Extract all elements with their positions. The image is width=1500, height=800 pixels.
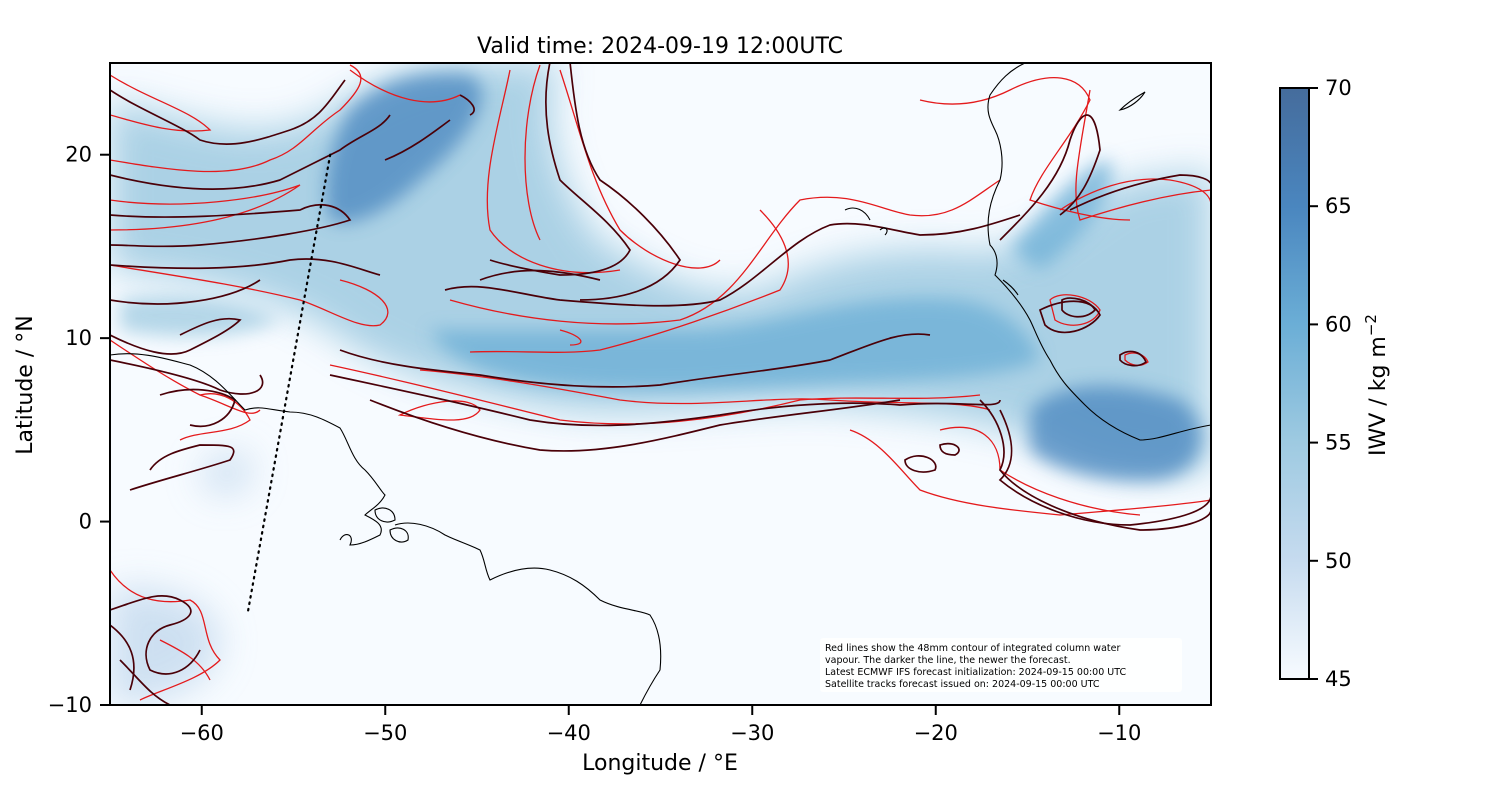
colorbar: 45 50 55 60 65 70 IWV / kg m−2 — [1279, 76, 1391, 691]
note-line-2: vapour. The darker the line, the newer t… — [825, 655, 1071, 666]
y-tick-label: 10 — [65, 326, 92, 350]
y-tick-label: 0 — [79, 510, 92, 534]
colorbar-ticks: 45 50 55 60 65 70 — [1309, 76, 1352, 691]
note-line-3: Latest ECMWF IFS forecast initialization… — [825, 667, 1126, 678]
colorbar-label-exponent: −2 — [1362, 314, 1380, 336]
x-tick-label: −10 — [1097, 721, 1141, 745]
note-box — [820, 638, 1182, 692]
colorbar-tick-label: 70 — [1325, 76, 1352, 100]
y-axis: −10 0 10 20 — [48, 143, 110, 717]
y-tick-label: 20 — [65, 143, 92, 167]
x-tick-label: −40 — [547, 721, 591, 745]
colorbar-tick-label: 65 — [1325, 194, 1352, 218]
x-tick-label: −60 — [180, 721, 224, 745]
map-area — [110, 63, 1211, 705]
x-tick-label: −20 — [914, 721, 958, 745]
colorbar-gradient — [1279, 87, 1310, 680]
map-frame — [109, 62, 1212, 706]
map-title: Valid time: 2024-09-19 12:00UTC — [477, 34, 843, 59]
x-axis: −60 −50 −40 −30 −20 −10 — [180, 705, 1141, 745]
forecast-note: Red lines show the 48mm contour of integ… — [820, 638, 1182, 692]
colorbar-tick-label: 45 — [1325, 667, 1352, 691]
satellite-track — [246, 153, 332, 615]
x-tick-label: −50 — [363, 721, 407, 745]
y-tick-label: −10 — [48, 693, 92, 717]
colorbar-tick-label: 60 — [1325, 312, 1352, 336]
colorbar-tick-label: 55 — [1325, 431, 1352, 455]
colorbar-label: IWV / kg m−2 — [1362, 314, 1391, 456]
y-axis-label: Latitude / °N — [13, 315, 38, 454]
colorbar-label-text: IWV / kg m — [1366, 336, 1391, 456]
iwv-contours-newer — [110, 63, 1211, 705]
x-axis-label: Longitude / °E — [582, 751, 738, 776]
iwv-field — [110, 63, 1211, 705]
colorbar-tick-label: 50 — [1325, 549, 1352, 573]
x-tick-label: −30 — [730, 721, 774, 745]
coastline — [110, 63, 1211, 705]
note-line-1: Red lines show the 48mm contour of integ… — [825, 643, 1120, 654]
note-line-4: Satellite tracks forecast issued on: 202… — [825, 679, 1100, 690]
